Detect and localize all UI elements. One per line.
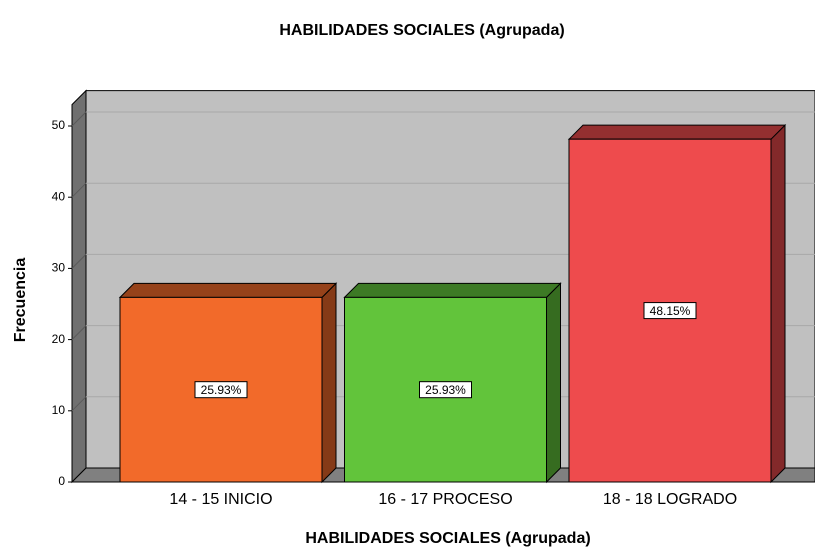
- grid-line: [71, 325, 87, 340]
- bar-side: [546, 282, 561, 484]
- value-label-box: [419, 381, 472, 399]
- value-label-box: [194, 381, 248, 399]
- y-tick-label: 30: [52, 261, 66, 275]
- bar-side: [770, 123, 786, 484]
- x-tick-label: 16 - 17 PROCESO: [378, 491, 512, 508]
- grid-line: [71, 254, 87, 269]
- grid-line: [71, 396, 87, 412]
- bar: [119, 296, 323, 483]
- bar-side: [321, 282, 337, 484]
- x-tick-label: 14 - 15 INICIO: [169, 491, 272, 508]
- y-tick-label: 20: [52, 332, 66, 346]
- bar-top: [118, 282, 338, 298]
- value-label: 25.93%: [425, 383, 466, 397]
- grid-line: [71, 182, 87, 198]
- y-tick-label: 0: [58, 474, 65, 488]
- bar-top: [343, 282, 562, 298]
- y-tick-label: 40: [52, 189, 66, 203]
- value-label-box: [643, 302, 697, 320]
- value-label: 25.93%: [201, 383, 242, 397]
- x-axis-title: HABILIDADES SOCIALES (Agrupada): [305, 530, 590, 547]
- chart-title: HABILIDADES SOCIALES (Agrupada): [279, 22, 564, 39]
- y-axis-title: Frecuencia: [12, 258, 29, 343]
- grid-line: [71, 111, 87, 127]
- side-wall: [71, 89, 87, 484]
- y-tick-label: 50: [52, 118, 66, 132]
- x-tick-label: 18 - 18 LOGRADO: [603, 491, 737, 508]
- y-tick-label: 10: [52, 403, 66, 417]
- bar-top: [567, 124, 787, 140]
- value-label: 48.15%: [650, 304, 691, 318]
